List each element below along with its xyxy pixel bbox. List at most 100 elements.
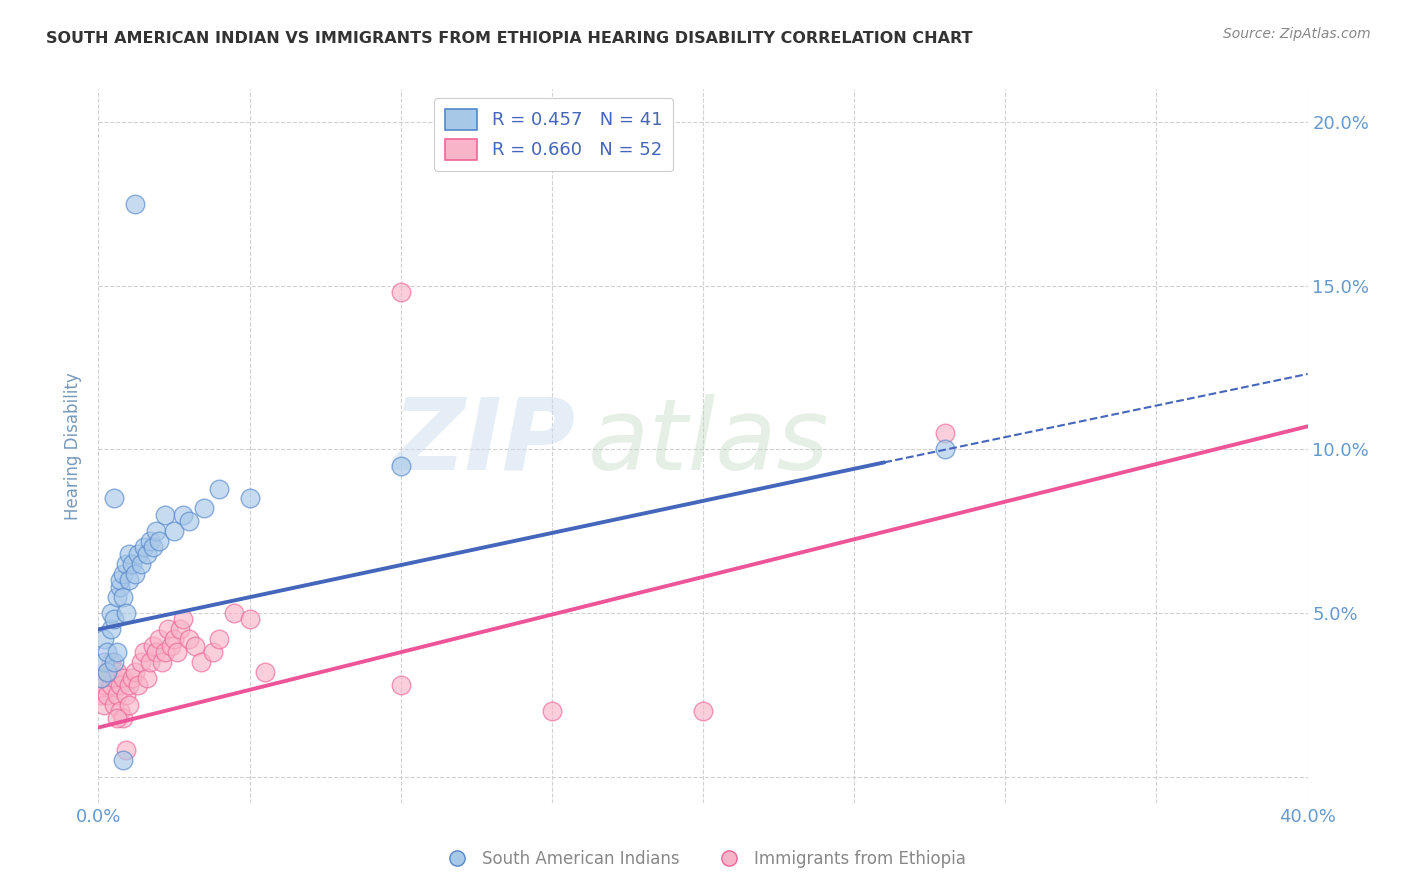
Point: [208, 482, 231, 496]
Point: [179, 514, 201, 528]
Point: [153, 508, 176, 522]
Point: [96, 645, 118, 659]
Point: [142, 541, 165, 555]
Point: [692, 704, 714, 718]
Point: [96, 688, 118, 702]
Point: [121, 557, 143, 571]
Point: [100, 623, 122, 637]
Point: [156, 623, 179, 637]
Point: [172, 508, 194, 522]
Point: [540, 704, 562, 718]
Point: [93, 698, 115, 712]
Point: [145, 524, 167, 538]
Point: [111, 753, 134, 767]
Point: [163, 524, 186, 538]
Point: [193, 501, 215, 516]
Point: [108, 573, 131, 587]
Point: [111, 711, 134, 725]
Point: [148, 533, 170, 548]
Point: [103, 698, 125, 712]
Point: [93, 678, 115, 692]
Point: [169, 623, 191, 637]
Point: [111, 590, 134, 604]
Point: [145, 645, 167, 659]
Point: [108, 678, 131, 692]
Point: [103, 672, 125, 686]
Legend: R = 0.457   N = 41, R = 0.660   N = 52: R = 0.457 N = 41, R = 0.660 N = 52: [434, 98, 673, 170]
Point: [103, 491, 125, 506]
Point: [129, 557, 152, 571]
Point: [103, 655, 125, 669]
Point: [153, 645, 176, 659]
Point: [150, 655, 173, 669]
Point: [114, 557, 136, 571]
Point: [105, 590, 128, 604]
Point: [389, 285, 412, 300]
Point: [93, 632, 115, 647]
Point: [111, 672, 134, 686]
Point: [160, 639, 183, 653]
Point: [118, 547, 141, 561]
Point: [103, 612, 125, 626]
Point: [114, 743, 136, 757]
Point: [253, 665, 276, 679]
Point: [111, 566, 134, 581]
Text: SOUTH AMERICAN INDIAN VS IMMIGRANTS FROM ETHIOPIA HEARING DISABILITY CORRELATION: SOUTH AMERICAN INDIAN VS IMMIGRANTS FROM…: [46, 31, 973, 46]
Text: Source: ZipAtlas.com: Source: ZipAtlas.com: [1223, 27, 1371, 41]
Point: [184, 639, 207, 653]
Legend: South American Indians, Immigrants from Ethiopia: South American Indians, Immigrants from …: [433, 844, 973, 875]
Point: [148, 632, 170, 647]
Text: ZIP: ZIP: [394, 394, 576, 491]
Point: [105, 688, 128, 702]
Point: [124, 665, 146, 679]
Point: [132, 541, 155, 555]
Point: [96, 665, 118, 679]
Point: [139, 533, 162, 548]
Point: [121, 672, 143, 686]
Point: [93, 655, 115, 669]
Point: [118, 698, 141, 712]
Point: [90, 688, 112, 702]
Point: [100, 606, 122, 620]
Point: [127, 547, 149, 561]
Point: [132, 645, 155, 659]
Point: [127, 678, 149, 692]
Point: [135, 547, 157, 561]
Point: [96, 665, 118, 679]
Point: [190, 655, 212, 669]
Point: [224, 606, 246, 620]
Point: [163, 632, 186, 647]
Point: [139, 655, 162, 669]
Point: [239, 491, 262, 506]
Point: [179, 632, 201, 647]
Point: [135, 672, 157, 686]
Point: [114, 606, 136, 620]
Point: [124, 196, 146, 211]
Text: atlas: atlas: [588, 394, 830, 491]
Point: [239, 612, 262, 626]
Point: [172, 612, 194, 626]
Point: [100, 678, 122, 692]
Point: [389, 678, 412, 692]
Point: [934, 442, 956, 457]
Point: [118, 678, 141, 692]
Point: [142, 639, 165, 653]
Point: [90, 672, 112, 686]
Point: [166, 645, 188, 659]
Point: [129, 655, 152, 669]
Y-axis label: Hearing Disability: Hearing Disability: [65, 372, 83, 520]
Point: [118, 573, 141, 587]
Point: [105, 645, 128, 659]
Point: [934, 425, 956, 440]
Point: [108, 704, 131, 718]
Point: [90, 672, 112, 686]
Point: [389, 458, 412, 473]
Point: [202, 645, 225, 659]
Point: [114, 688, 136, 702]
Point: [208, 632, 231, 647]
Point: [105, 665, 128, 679]
Point: [100, 655, 122, 669]
Point: [105, 711, 128, 725]
Point: [108, 580, 131, 594]
Point: [124, 566, 146, 581]
